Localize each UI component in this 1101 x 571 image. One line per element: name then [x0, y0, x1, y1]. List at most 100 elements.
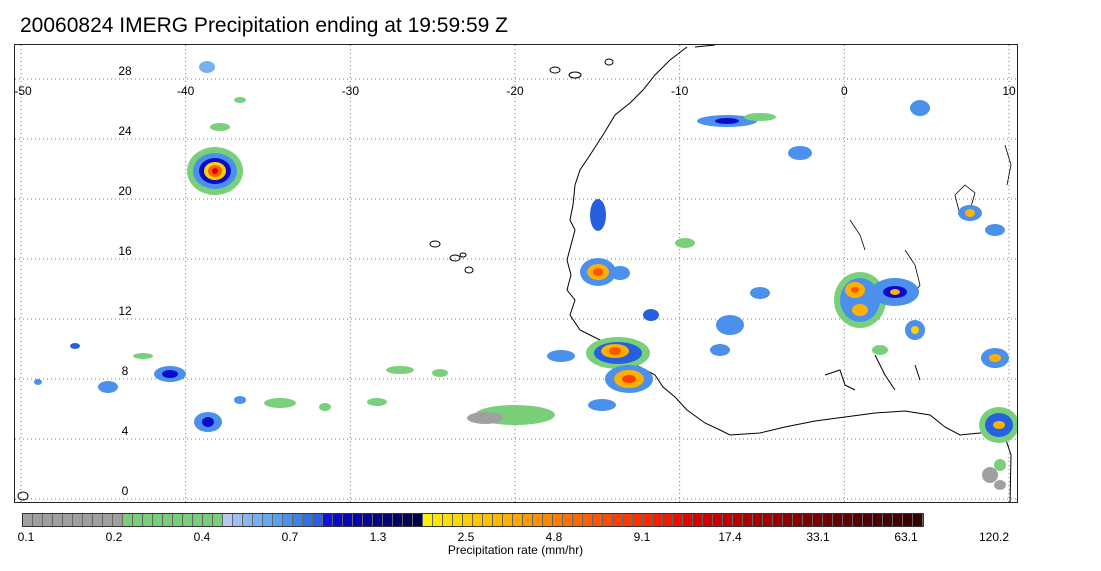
lon-tick-label: -10 [671, 84, 689, 98]
precip-cell [643, 309, 659, 321]
colorbar-swatch [113, 514, 123, 526]
colorbar-swatch [773, 514, 783, 526]
colorbar-tick-label: 17.4 [718, 530, 742, 544]
colorbar-swatch [803, 514, 813, 526]
axis-labels: -50 -40 -30 -20 -10 0 10 0 4 8 12 16 20 24 28 [15, 64, 1016, 498]
colorbar-tick-label: 120.2 [978, 530, 1010, 544]
lake-outline [1004, 144, 1012, 186]
colorbar-swatch [163, 514, 173, 526]
precip-cell [199, 61, 215, 73]
gulf-of-guinea-rivers [824, 354, 921, 391]
colorbar-tick-label: 2.5 [457, 530, 475, 544]
colorbar-swatch [323, 514, 333, 526]
colorbar-swatch [333, 514, 343, 526]
colorbar-swatch [313, 514, 323, 526]
precip-cell-north-atlantic [187, 147, 243, 195]
island [604, 58, 614, 66]
colorbar-swatch [253, 514, 263, 526]
precip-cell [319, 403, 331, 411]
lon-tick-label: 10 [1002, 84, 1016, 98]
coastline-west-africa [566, 46, 1012, 502]
colorbar-swatch [23, 514, 33, 526]
colorbar-tick-labels: 0.1 0.2 0.4 0.7 1.3 2.5 4.8 9.1 17.4 33.1 63.1 120.… [0, 530, 1101, 544]
colorbar-swatch [243, 514, 253, 526]
colorbar-swatch [63, 514, 73, 526]
colorbar-swatch [913, 514, 923, 526]
colorbar-swatch [413, 514, 423, 526]
precip-cell [590, 199, 606, 231]
colorbar-swatch [123, 514, 133, 526]
precip-cell [965, 209, 975, 217]
island [568, 71, 582, 79]
precip-cell [710, 344, 730, 356]
precip-cell [133, 353, 153, 359]
colorbar-swatch [683, 514, 693, 526]
precip-cell [210, 123, 230, 131]
precip-cell-liberia [605, 365, 653, 393]
precip-cell [386, 366, 414, 374]
lat-tick-label: 4 [122, 424, 129, 438]
map-title: 20060824 IMERG Precipitation ending at 1… [20, 14, 508, 37]
colorbar-swatch [83, 514, 93, 526]
colorbar-swatch [843, 514, 853, 526]
precip-cell [588, 399, 616, 411]
colorbar-swatch [503, 514, 513, 526]
colorbar-swatch [713, 514, 723, 526]
lat-tick-label: 8 [122, 364, 129, 378]
precip-cell [34, 379, 42, 385]
precip-cell [716, 315, 744, 335]
precip-cell [202, 417, 214, 427]
colorbar-swatch [823, 514, 833, 526]
colorbar-swatch [563, 514, 573, 526]
colorbar-tick-label: 0.4 [193, 530, 211, 544]
island [17, 491, 29, 501]
colorbar-swatch [433, 514, 443, 526]
colorbar-swatch [453, 514, 463, 526]
precip-cell [547, 350, 575, 362]
lon-tick-label: -40 [177, 84, 195, 98]
colorbar-swatch [793, 514, 803, 526]
island [464, 266, 474, 274]
colorbar-swatch [853, 514, 863, 526]
colorbar-swatch [613, 514, 623, 526]
colorbar-swatch [673, 514, 683, 526]
lon-tick-label: 0 [841, 84, 848, 98]
colorbar-swatch [703, 514, 713, 526]
colorbar-swatch [363, 514, 373, 526]
colorbar-swatch [513, 514, 523, 526]
colorbar-swatch [463, 514, 473, 526]
colorbar-swatch [33, 514, 43, 526]
precip-cell [744, 113, 776, 121]
colorbar-swatch [903, 514, 913, 526]
colorbar-swatch [523, 514, 533, 526]
precip-cell [788, 146, 812, 160]
precipitation-map: -50 -40 -30 -20 -10 0 10 0 4 8 12 16 20 24 28 [14, 44, 1018, 503]
precip-cell-senegal [580, 258, 616, 286]
precip-cell [234, 97, 246, 103]
precip-cell [715, 118, 739, 124]
precip-cell [911, 326, 919, 334]
colorbar-swatch [663, 514, 673, 526]
colorbar-swatch [133, 514, 143, 526]
colorbar-swatch [263, 514, 273, 526]
colorbar-swatch [543, 514, 553, 526]
colorbar-tick-label: 33.1 [806, 530, 830, 544]
precip-cell-ghana [979, 407, 1017, 443]
precip-cell [610, 266, 630, 280]
colorbar-swatch [593, 514, 603, 526]
colorbar-swatch [653, 514, 663, 526]
colorbar-swatch [273, 514, 283, 526]
colorbar-swatch [723, 514, 733, 526]
colorbar-tick-label: 0.1 [17, 530, 35, 544]
precipitation-cells [34, 61, 1017, 490]
colorbar-swatch [643, 514, 653, 526]
colorbar-swatch [53, 514, 63, 526]
colorbar-swatch [493, 514, 503, 526]
colorbar-swatch [833, 514, 843, 526]
colorbar-swatch [573, 514, 583, 526]
colorbar-swatch [533, 514, 543, 526]
precip-cell [98, 381, 118, 393]
colorbar-swatch [763, 514, 773, 526]
colorbar-swatch [93, 514, 103, 526]
precip-cell-guinea [586, 337, 650, 369]
